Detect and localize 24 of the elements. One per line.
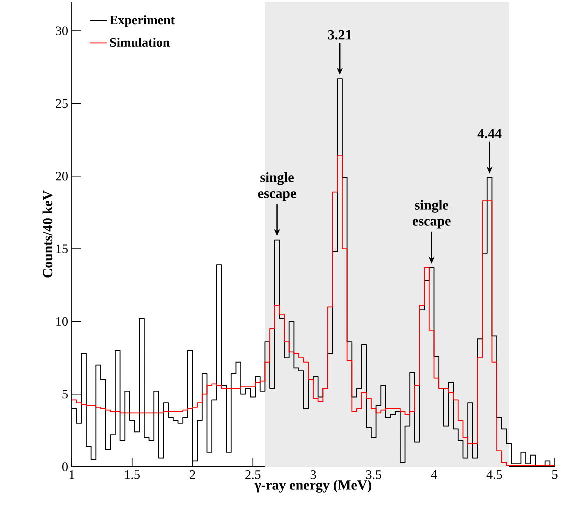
x-tick-label: 3.5 bbox=[366, 470, 382, 480]
x-tick-label: 2.5 bbox=[246, 470, 261, 480]
legend-label: Simulation bbox=[110, 38, 170, 48]
annotation: single escape bbox=[412, 200, 451, 229]
annotation: single escape bbox=[258, 172, 296, 202]
y-axis-title: Counts/40 keV bbox=[42, 190, 53, 278]
y-tick-label: 20 bbox=[56, 172, 68, 181]
y-tick-label: 25 bbox=[56, 99, 68, 108]
annotation: 4.44 bbox=[478, 129, 502, 139]
y-tick-label: 15 bbox=[56, 244, 68, 254]
x-tick-label: 1.5 bbox=[125, 470, 140, 480]
x-tick-label: 4 bbox=[431, 470, 438, 480]
x-axis-title: γ-ray energy (MeV) bbox=[254, 480, 372, 493]
annotation: 3.21 bbox=[328, 30, 352, 40]
y-tick-label: 5 bbox=[62, 390, 68, 399]
y-tick-label: 0 bbox=[62, 462, 68, 472]
x-tick-label: 2 bbox=[190, 470, 196, 480]
x-tick-label: 5 bbox=[552, 470, 558, 480]
y-tick-label: 30 bbox=[56, 26, 68, 36]
x-tick-label: 1 bbox=[70, 470, 74, 480]
legend-label: Experiment bbox=[110, 15, 176, 28]
y-tick-label: 10 bbox=[56, 317, 68, 326]
x-tick-label: 4.5 bbox=[486, 470, 502, 480]
x-tick-label: 3 bbox=[310, 470, 316, 480]
